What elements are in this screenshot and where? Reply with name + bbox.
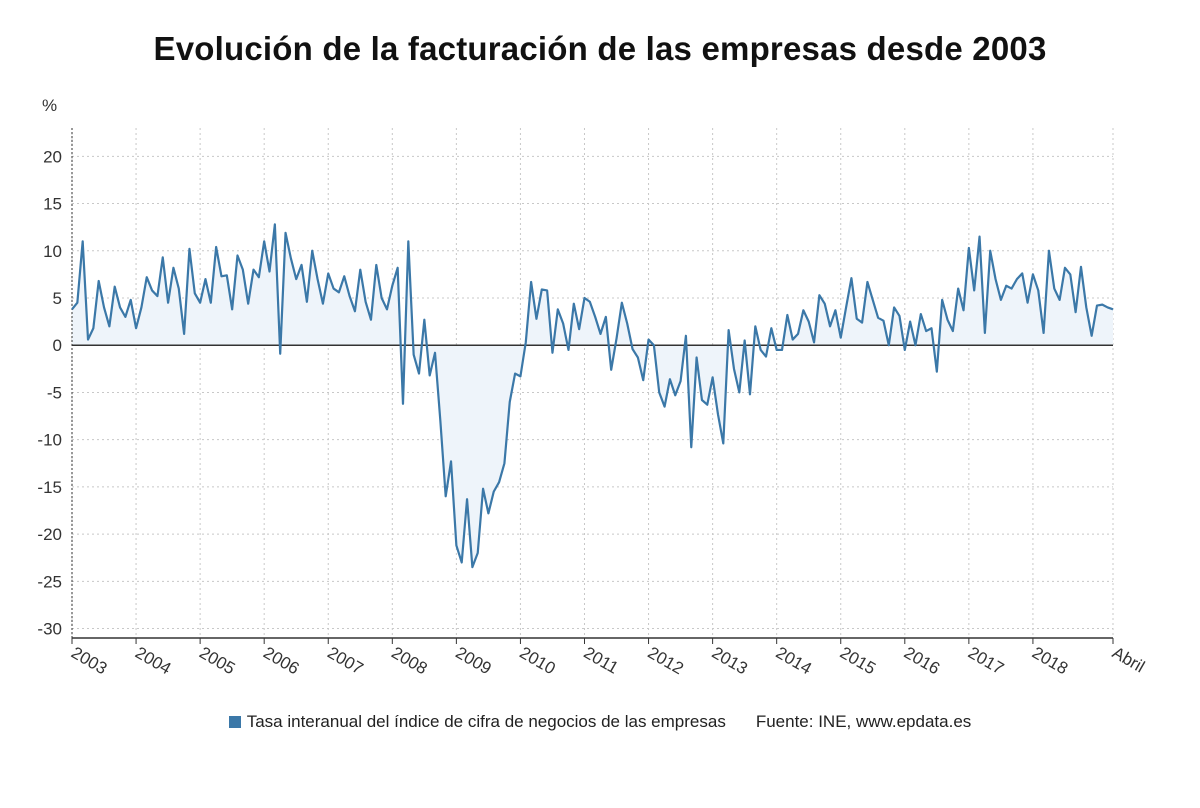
y-tick-label: -15 bbox=[37, 478, 62, 497]
x-tick-label: 2018 bbox=[1029, 643, 1071, 678]
y-tick-label: 10 bbox=[43, 242, 62, 261]
legend: Tasa interanual del índice de cifra de n… bbox=[0, 712, 1200, 732]
x-tick-label: 2006 bbox=[260, 643, 302, 678]
source-note: Fuente: INE, www.epdata.es bbox=[755, 712, 972, 731]
y-axis-label: % bbox=[42, 96, 57, 115]
series-area-fill bbox=[72, 224, 1113, 568]
series-line bbox=[71, 223, 1114, 569]
x-tick-label: 2017 bbox=[965, 643, 1007, 678]
x-tick-label: 2010 bbox=[516, 643, 558, 678]
legend-series-label: Tasa interanual del índice de cifra de n… bbox=[246, 712, 726, 731]
legend-swatch bbox=[228, 716, 241, 728]
y-tick-label: -20 bbox=[37, 525, 62, 544]
chart-title: Evolución de la facturación de las empre… bbox=[153, 30, 1047, 67]
y-tick-label: -25 bbox=[37, 572, 62, 591]
y-tick-label: 5 bbox=[53, 289, 62, 308]
x-tick-label: 2005 bbox=[196, 643, 238, 678]
y-tick-label: -10 bbox=[37, 431, 62, 450]
x-tick-label: Abril bbox=[1109, 643, 1148, 676]
x-tick-label: 2012 bbox=[645, 643, 687, 678]
x-tick-label: 2011 bbox=[580, 643, 621, 678]
x-tick-label: 2009 bbox=[452, 643, 494, 678]
x-tick-label: 2007 bbox=[324, 643, 366, 678]
x-tick-label: 2008 bbox=[388, 643, 430, 678]
x-tick-label: 2014 bbox=[773, 643, 815, 678]
x-tick-label: 2004 bbox=[132, 643, 174, 678]
y-tick-label: -5 bbox=[47, 383, 62, 402]
x-tick-label: 2003 bbox=[68, 643, 110, 678]
y-tick-label: 15 bbox=[43, 195, 62, 214]
x-tick-label: 2013 bbox=[709, 643, 751, 678]
y-tick-label: -30 bbox=[37, 620, 62, 639]
y-tick-label: 0 bbox=[53, 336, 62, 355]
x-tick-label: 2016 bbox=[901, 643, 943, 678]
x-tick-label: 2015 bbox=[837, 643, 879, 678]
y-tick-label: 20 bbox=[43, 147, 62, 166]
